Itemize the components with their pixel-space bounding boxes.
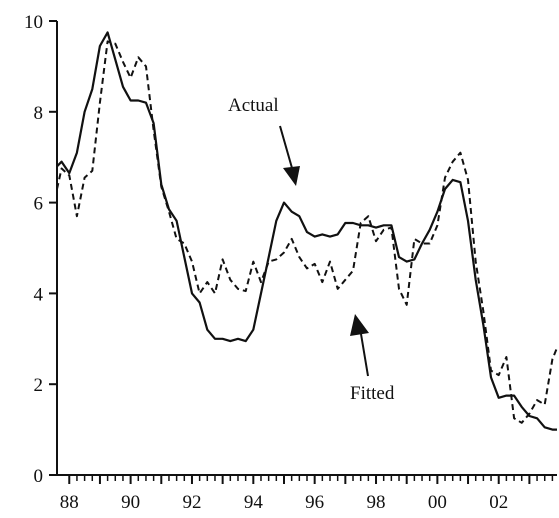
annotation-actual: Actual bbox=[228, 95, 279, 116]
y-tick-label: 0 bbox=[34, 466, 44, 487]
arrow-actual bbox=[279, 125, 293, 169]
x-tick-label: 94 bbox=[244, 492, 264, 513]
x-tick-label: 02 bbox=[489, 492, 508, 513]
x-tick-label: 92 bbox=[182, 492, 201, 513]
y-tick-label: 8 bbox=[34, 103, 44, 124]
annotation-fitted: Fitted bbox=[350, 383, 395, 404]
arrowhead-actual bbox=[283, 166, 300, 186]
x-tick-label: 90 bbox=[121, 492, 140, 513]
axes bbox=[56, 21, 557, 476]
y-tick-label: 6 bbox=[34, 194, 44, 215]
x-tick-label: 00 bbox=[428, 492, 447, 513]
y-tick-label: 4 bbox=[34, 284, 44, 305]
x-tick-label: 88 bbox=[60, 492, 79, 513]
arrow-fitted bbox=[360, 333, 369, 377]
x-tick-label: 96 bbox=[305, 492, 324, 513]
series-line-actual bbox=[56, 31, 557, 431]
series-line-fitted bbox=[56, 40, 558, 424]
y-tick-label: 2 bbox=[34, 375, 44, 396]
arrowhead-fitted bbox=[350, 314, 369, 336]
series-lines bbox=[56, 31, 558, 431]
y-tick-label: 10 bbox=[24, 12, 43, 33]
x-tick-label: 98 bbox=[367, 492, 386, 513]
